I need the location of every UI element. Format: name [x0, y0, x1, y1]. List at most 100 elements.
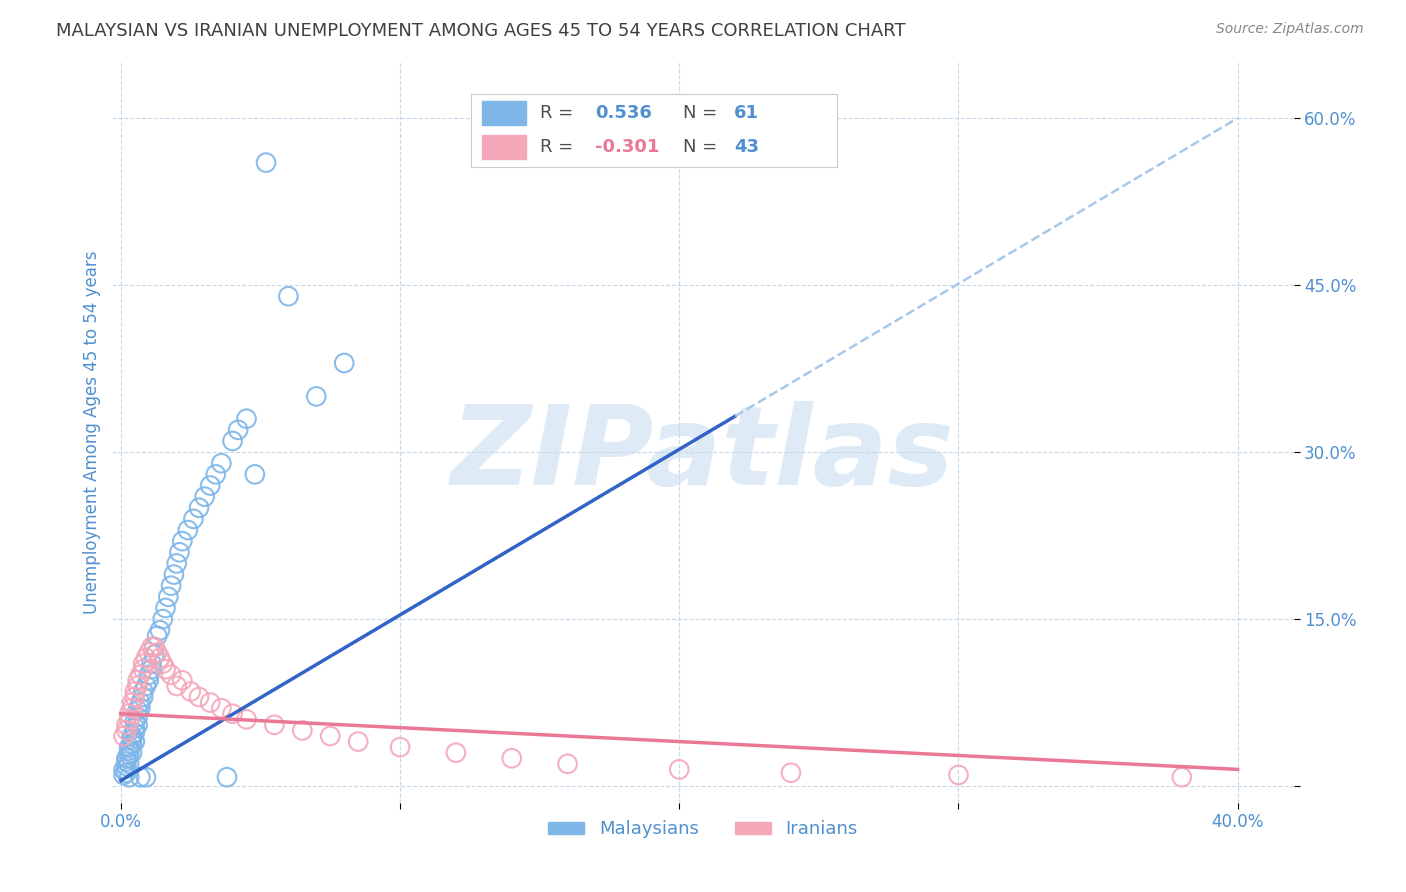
Point [780, 765, 803, 780]
Point [129, 696, 152, 710]
Text: R =: R = [540, 103, 579, 121]
Point [557, 756, 579, 771]
Point [501, 751, 523, 765]
Point [177, 523, 200, 537]
Point [138, 673, 160, 688]
Point [215, 770, 238, 784]
Point [146, 629, 169, 643]
Text: 0.536: 0.536 [595, 103, 652, 121]
Point [188, 690, 211, 704]
Text: N =: N = [683, 103, 723, 121]
Text: 61: 61 [734, 103, 759, 121]
Bar [482, 101, 526, 125]
Point [115, 759, 138, 773]
Point [204, 467, 226, 482]
Point [444, 746, 467, 760]
Bar [482, 136, 526, 160]
Text: 43: 43 [734, 138, 759, 156]
Text: Source: ZipAtlas.com: Source: ZipAtlas.com [1216, 22, 1364, 37]
Point [221, 434, 243, 448]
Point [226, 423, 249, 437]
Point [180, 684, 202, 698]
Text: MALAYSIAN VS IRANIAN UNEMPLOYMENT AMONG AGES 45 TO 54 YEARS CORRELATION CHART: MALAYSIAN VS IRANIAN UNEMPLOYMENT AMONG … [56, 22, 905, 40]
Point [124, 734, 146, 748]
Point [243, 467, 266, 482]
Point [115, 755, 138, 769]
Point [127, 703, 149, 717]
Point [209, 701, 232, 715]
Point [115, 751, 138, 765]
Point [132, 662, 155, 676]
Point [143, 648, 166, 662]
Point [118, 743, 141, 757]
Point [132, 657, 155, 671]
Point [132, 690, 155, 704]
Point [235, 712, 257, 726]
Point [169, 545, 191, 559]
Y-axis label: Unemployment Among Ages 45 to 54 years: Unemployment Among Ages 45 to 54 years [83, 251, 101, 615]
Point [141, 640, 163, 654]
Point [118, 712, 141, 726]
Point [152, 612, 174, 626]
Point [143, 640, 166, 654]
Point [333, 356, 356, 370]
Point [127, 718, 149, 732]
Point [135, 679, 157, 693]
Point [121, 746, 143, 760]
Point [152, 657, 174, 671]
Point [319, 729, 342, 743]
Point [138, 646, 160, 660]
Point [163, 567, 186, 582]
Point [115, 718, 138, 732]
Point [160, 667, 183, 681]
Point [138, 667, 160, 681]
Point [160, 579, 183, 593]
Point [124, 690, 146, 704]
Point [155, 601, 177, 615]
Point [347, 734, 370, 748]
Point [948, 768, 970, 782]
Point [166, 679, 188, 693]
Point [121, 729, 143, 743]
Point [146, 646, 169, 660]
Point [172, 534, 194, 549]
Point [124, 684, 146, 698]
Point [221, 706, 243, 721]
Point [115, 765, 138, 780]
Point [112, 768, 135, 782]
Point [121, 696, 143, 710]
Point [118, 740, 141, 755]
Point [263, 718, 285, 732]
Point [155, 662, 177, 676]
Point [188, 500, 211, 515]
Point [389, 740, 412, 755]
Point [143, 640, 166, 654]
Point [121, 737, 143, 751]
Point [235, 411, 257, 425]
Point [124, 725, 146, 739]
Point [132, 684, 155, 698]
Point [209, 456, 232, 470]
Point [183, 512, 205, 526]
Point [141, 657, 163, 671]
Text: R =: R = [540, 138, 579, 156]
Point [668, 763, 690, 777]
Point [118, 770, 141, 784]
Point [305, 389, 328, 403]
Point [115, 723, 138, 738]
Legend: Malaysians, Iranians: Malaysians, Iranians [541, 814, 865, 846]
Point [141, 662, 163, 676]
Point [291, 723, 314, 738]
Point [254, 155, 277, 169]
Point [149, 651, 172, 665]
Point [127, 710, 149, 724]
Point [118, 747, 141, 762]
Point [129, 701, 152, 715]
Point [166, 557, 188, 571]
Point [200, 696, 222, 710]
Point [112, 763, 135, 777]
Point [118, 756, 141, 771]
Point [121, 732, 143, 747]
Point [277, 289, 299, 303]
Point [135, 770, 157, 784]
